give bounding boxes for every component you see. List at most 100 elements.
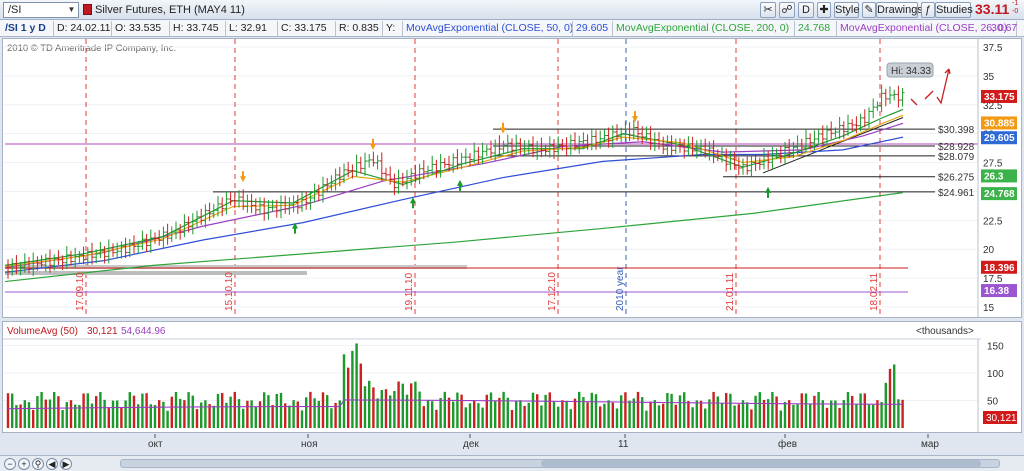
volume-bar [582, 397, 585, 428]
volume-bar [359, 363, 362, 428]
volume-bar [880, 401, 883, 428]
volume-bar [393, 391, 396, 428]
volume-bar [809, 403, 812, 428]
pencil-icon[interactable]: ✎ [862, 2, 876, 18]
link-icon[interactable]: ☍ [779, 2, 795, 18]
quote-y: Y: [383, 21, 403, 36]
horizontal-scrollbar[interactable] [120, 459, 1000, 468]
zoom-out-icon[interactable]: − [4, 458, 16, 470]
volume-bar [691, 407, 694, 428]
volume-bar [788, 400, 791, 428]
month-label: фев [778, 438, 797, 450]
volume-bar [510, 410, 514, 428]
volume-bar [737, 404, 740, 428]
volume-bar [170, 396, 173, 428]
volume-bar [502, 391, 505, 428]
volume-bar [594, 394, 598, 428]
volume-bar [649, 401, 652, 428]
scissors-icon[interactable]: ✂ [760, 2, 776, 18]
ma26-line [4, 122, 904, 269]
volume-bar [611, 402, 614, 428]
date-label: 17.09.10 [75, 272, 86, 311]
volume-bar [275, 393, 278, 428]
scroll-right-icon[interactable]: ▶ [60, 458, 72, 470]
volume-bar [86, 393, 89, 428]
volume-bar [729, 393, 732, 428]
trend-line [762, 117, 904, 174]
d-button[interactable]: D [798, 2, 814, 18]
volume-bar [842, 400, 845, 428]
zoom-in-icon[interactable]: + [18, 458, 30, 470]
volume-bar [271, 404, 274, 428]
scroll-left-icon[interactable]: ◀ [46, 458, 58, 470]
price-tag-box [981, 89, 1017, 103]
date-label: 18.02.11 [869, 272, 880, 311]
red-arrow-3 [936, 68, 950, 105]
price-tick-label: 37.5 [983, 43, 1003, 54]
volume-bar [720, 403, 724, 428]
time-axis: окт ноя дек 11 фев мар [148, 434, 939, 450]
volume-bar [300, 410, 304, 428]
alert-square-icon[interactable] [83, 4, 92, 15]
volume-bar [208, 404, 211, 428]
symbol-description: Silver Futures, ETH (MAY4 11) [95, 4, 245, 16]
chart-period[interactable]: /SI 1 y D [2, 21, 54, 36]
magnifier-icon[interactable]: ⚲ [32, 458, 44, 470]
volume-bar [179, 398, 182, 428]
drawings-button[interactable]: Drawings [876, 2, 923, 18]
volume-bar [460, 394, 463, 428]
symbol-input[interactable]: /SI ▼ [3, 2, 79, 18]
volume-bar [758, 392, 761, 428]
scrollbar-thumb[interactable] [541, 460, 981, 467]
date-label: 21.01.11 [725, 272, 736, 311]
volume-bar [725, 393, 728, 428]
volume-bar [44, 399, 47, 428]
volume-bar [405, 394, 409, 428]
studies-button[interactable]: Studies [935, 2, 973, 18]
volume-bar [162, 401, 165, 428]
volume-bar [246, 400, 249, 428]
volume-bar [695, 400, 698, 428]
price-tick-label: 20 [983, 245, 995, 256]
volume-bar [326, 395, 329, 428]
volume-bar [372, 387, 375, 428]
quote-info-bar: /SI 1 y D D: 24.02.11 O: 33.535 H: 33.74… [0, 20, 1024, 37]
volume-bar [166, 410, 169, 428]
ma200-line [4, 192, 904, 283]
volume-bar [628, 400, 631, 428]
volume-bar [620, 395, 623, 428]
crosshair-icon[interactable]: ✚ [817, 2, 831, 18]
volume-bar [418, 391, 421, 428]
volume-bar [712, 391, 715, 428]
volume-bar [548, 392, 551, 428]
ma200-value: 24.768 [795, 21, 837, 36]
month-label: дек [463, 439, 479, 450]
price-tag-box [981, 260, 1017, 274]
volume-bar [544, 394, 547, 428]
quote-range: R: 0.835 [336, 21, 383, 36]
chart-footer: − + ⚲ ◀ ▶ [0, 455, 1024, 471]
volume-bar [771, 391, 774, 428]
volume-bar [426, 400, 430, 428]
volume-bar [863, 393, 866, 428]
volume-bar [699, 400, 703, 428]
date-label: 2010 year [615, 266, 626, 311]
volume-pane[interactable]: VolumeAvg (50) 30,121 54,644.96 <thousan… [2, 321, 1022, 433]
volume-bar [296, 401, 299, 428]
chevron-down-icon[interactable]: ▼ [67, 5, 76, 14]
volume-bar [116, 400, 119, 428]
ma26-value: 30.67 [991, 22, 1018, 34]
volume-bar [834, 400, 837, 428]
symbol-text: /SI [8, 4, 22, 16]
studies-icon[interactable]: ƒ [921, 2, 935, 18]
volume-bar [821, 400, 824, 428]
volume-bar [825, 407, 829, 428]
date-label: 19.11.10 [404, 272, 415, 311]
price-tag-text: 33.175 [984, 92, 1015, 103]
price-pane[interactable]: 2010 © TD Ameritrade IP Company, Inc. 37… [2, 38, 1022, 318]
volume-bar [578, 391, 581, 428]
volume-bar [746, 402, 749, 428]
level-label: $30.398 [938, 125, 975, 136]
volume-bar [36, 396, 39, 428]
style-button[interactable]: Style [834, 2, 860, 18]
